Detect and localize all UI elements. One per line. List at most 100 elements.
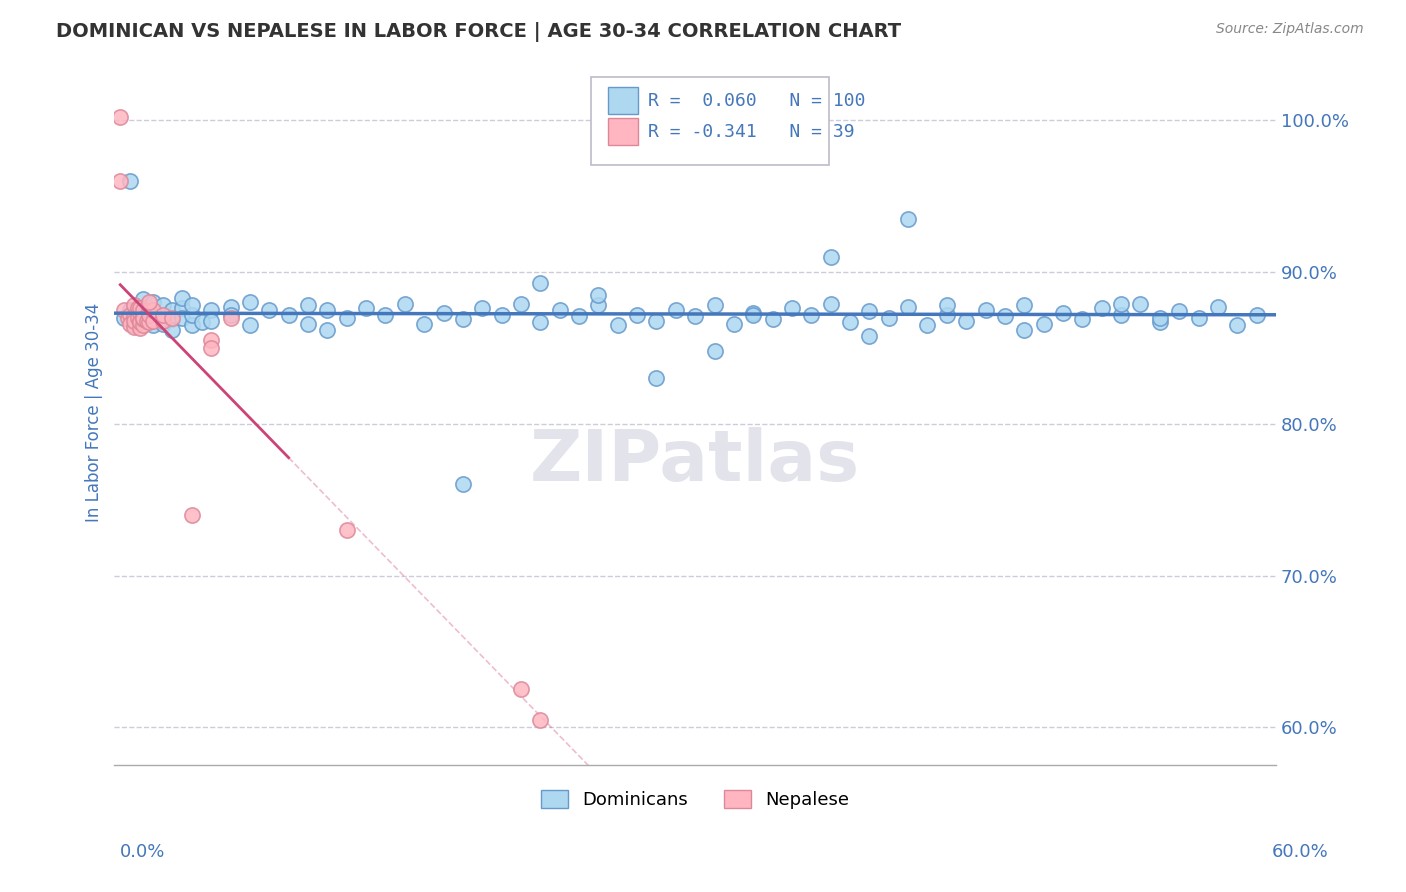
Point [180, 508, 202, 522]
Point [897, 211, 920, 226]
Point [132, 318, 155, 333]
Point [529, 713, 551, 727]
Text: 60.0%: 60.0% [1272, 843, 1329, 861]
Point [118, 308, 141, 322]
Point [138, 304, 160, 318]
Point [1206, 300, 1229, 314]
Point [955, 313, 977, 327]
Point [588, 298, 610, 312]
Point [316, 303, 339, 318]
Point [128, 315, 150, 329]
FancyBboxPatch shape [607, 87, 638, 114]
Point [491, 308, 513, 322]
Point [1071, 312, 1094, 326]
Point [568, 309, 591, 323]
Point [132, 312, 155, 326]
Point [800, 308, 823, 322]
Point [548, 303, 571, 318]
Point [138, 309, 160, 323]
Point [935, 298, 957, 312]
Point [122, 319, 145, 334]
Point [1149, 315, 1171, 329]
Point [742, 308, 765, 322]
Point [162, 323, 184, 337]
Point [451, 477, 474, 491]
Point [820, 297, 842, 311]
Point [138, 301, 160, 316]
Point [626, 308, 648, 322]
Point [588, 287, 610, 301]
Point [112, 310, 135, 325]
Point [935, 308, 957, 322]
Point [118, 174, 141, 188]
Point [142, 318, 165, 333]
Point [142, 303, 165, 318]
Point [897, 300, 920, 314]
Point [117, 310, 139, 325]
Point [259, 303, 281, 318]
Point [132, 293, 155, 307]
Point [122, 298, 145, 312]
Point [917, 318, 939, 333]
Point [820, 250, 842, 264]
Point [413, 317, 436, 331]
Point [529, 315, 551, 329]
Point [336, 523, 359, 537]
Point [132, 313, 155, 327]
Point [703, 343, 725, 358]
Point [190, 315, 212, 329]
Point [142, 295, 165, 310]
Point [152, 298, 174, 312]
Point [1032, 317, 1054, 331]
Point [354, 301, 377, 316]
Point [432, 306, 454, 320]
Point [510, 297, 533, 311]
Point [336, 310, 359, 325]
FancyBboxPatch shape [607, 118, 638, 145]
Text: ZIPatlas: ZIPatlas [530, 427, 860, 496]
Text: 0.0%: 0.0% [120, 843, 165, 861]
Point [200, 334, 222, 348]
Point [122, 313, 145, 327]
Point [1109, 297, 1132, 311]
Point [127, 310, 149, 325]
Point [239, 318, 262, 333]
Point [877, 310, 900, 325]
Point [645, 313, 668, 327]
Point [394, 297, 416, 311]
Point [1246, 308, 1268, 322]
Point [200, 313, 222, 327]
Point [219, 300, 242, 314]
Point [858, 328, 880, 343]
Point [180, 298, 202, 312]
Point [219, 308, 242, 322]
FancyBboxPatch shape [591, 78, 828, 165]
Point [1014, 298, 1036, 312]
Point [122, 318, 145, 333]
Point [152, 313, 174, 327]
Point [374, 308, 396, 322]
Point [200, 303, 222, 318]
Point [152, 317, 174, 331]
Point [200, 341, 222, 355]
Point [723, 317, 745, 331]
Legend: Dominicans, Nepalese: Dominicans, Nepalese [533, 782, 856, 816]
Point [762, 312, 785, 326]
Point [1129, 297, 1152, 311]
Text: R =  0.060   N = 100: R = 0.060 N = 100 [648, 92, 865, 110]
Point [118, 317, 141, 331]
Point [451, 312, 474, 326]
Point [1091, 301, 1114, 316]
Point [780, 301, 803, 316]
Point [1226, 318, 1249, 333]
Point [128, 313, 150, 327]
Text: DOMINICAN VS NEPALESE IN LABOR FORCE | AGE 30-34 CORRELATION CHART: DOMINICAN VS NEPALESE IN LABOR FORCE | A… [56, 22, 901, 42]
Point [606, 318, 628, 333]
Text: Source: ZipAtlas.com: Source: ZipAtlas.com [1216, 22, 1364, 37]
Point [703, 298, 725, 312]
Point [162, 310, 184, 325]
Point [1014, 323, 1036, 337]
Point [127, 306, 149, 320]
Point [277, 308, 299, 322]
Point [142, 304, 165, 318]
